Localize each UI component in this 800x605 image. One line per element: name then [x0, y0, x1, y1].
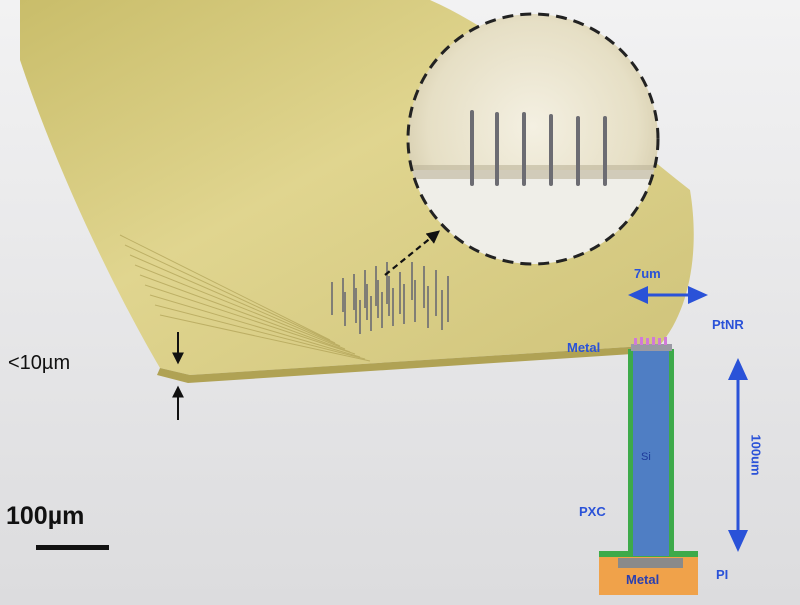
width-dimension-label: 7um [634, 266, 661, 281]
height-arrow [728, 358, 748, 552]
si-label: Si [641, 451, 651, 463]
microneedle-array [331, 262, 449, 334]
pi-label: PI [716, 567, 729, 582]
thickness-label: <10µm [8, 352, 71, 374]
silicon-core [633, 351, 669, 556]
metal-top-label: Metal [567, 340, 601, 355]
ptnr-label: PtNR [712, 317, 744, 332]
scale-bar [36, 545, 109, 550]
base-contact [618, 558, 683, 568]
film-traces [119, 234, 371, 362]
zoom-pointer-arrow [384, 230, 441, 276]
scale-bar-label: 100µm [6, 502, 85, 530]
film-edge [157, 345, 662, 383]
cross-section-schematic [599, 337, 698, 595]
height-dimension-label: 100um [748, 434, 764, 476]
zoom-needles [470, 110, 607, 186]
metal-base-label: Metal [626, 572, 660, 587]
pxc-label: PXC [579, 504, 606, 519]
top-metal [631, 344, 672, 351]
ptnr-nanorods [634, 337, 667, 345]
width-arrow [628, 286, 708, 304]
